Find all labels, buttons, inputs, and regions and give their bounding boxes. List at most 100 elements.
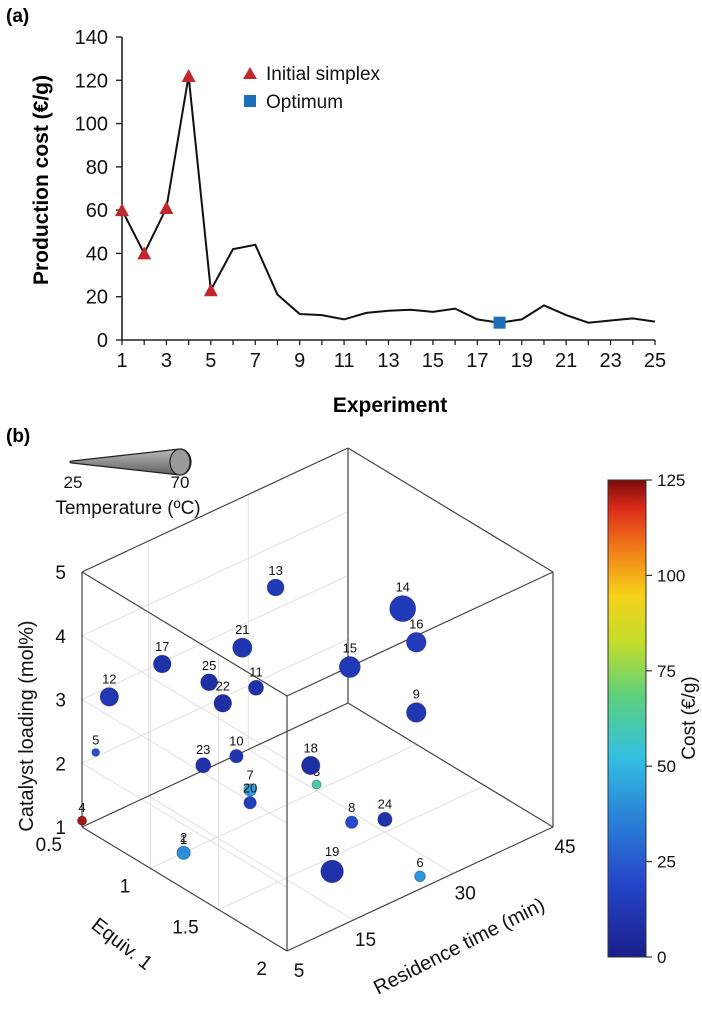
box-edge <box>81 447 349 573</box>
grid-line <box>218 785 485 911</box>
experiment-point-23 <box>195 757 212 774</box>
box-edge <box>81 571 288 697</box>
initial-simplex-marker <box>159 200 174 214</box>
experiment-point-25 <box>200 673 218 692</box>
point-label: 9 <box>413 687 420 702</box>
panel-a-x-axis-title: Experiment <box>333 394 447 417</box>
point-label: 15 <box>343 641 357 656</box>
cost-series-line <box>121 75 656 324</box>
panel-b-x-axis-title: Equiv. 1 <box>87 914 156 975</box>
box-edge <box>286 826 554 952</box>
panel-b-label: (b) <box>6 426 30 447</box>
z-tick-label: 4 <box>55 627 66 648</box>
experiment-point-2 <box>176 845 191 860</box>
grid-line <box>81 635 288 761</box>
experiment-point-21 <box>232 637 253 658</box>
colorbar-title: Cost (€/g) <box>679 676 700 759</box>
experiment-point-13 <box>266 578 285 597</box>
colorbar-gradient <box>607 479 647 958</box>
y-tick-label: 0 <box>97 330 108 352</box>
colorbar-tick-label: 0 <box>657 948 666 967</box>
colorbar-tick-label: 75 <box>657 662 676 681</box>
temperature-max-label: 70 <box>171 473 190 492</box>
colorbar-tick-label: 100 <box>657 566 685 585</box>
x-tick-label: 1 <box>116 350 127 372</box>
point-label: 23 <box>196 742 210 757</box>
x-tick-label: 23 <box>599 350 621 372</box>
experiment-point-10 <box>229 749 244 764</box>
experiment-point-18 <box>301 755 321 776</box>
x-tick-label: 7 <box>250 350 261 372</box>
x-tick-label: 19 <box>511 350 533 372</box>
experiment-point-20 <box>243 796 257 810</box>
grid-line <box>148 795 354 921</box>
grid-line <box>248 749 454 874</box>
x-tick-label: 13 <box>377 350 399 372</box>
temperature-min-label: 25 <box>64 473 83 492</box>
x-tick-label: 15 <box>422 350 444 372</box>
y-tick-label: 40 <box>86 243 108 265</box>
grid-line <box>81 575 349 700</box>
box-edge <box>81 826 288 952</box>
x-tick-label: 17 <box>466 350 488 372</box>
box-edge <box>81 702 349 828</box>
point-label: 10 <box>229 734 243 749</box>
panel-b-points: 1491615133242111188625221072019172312451… <box>77 563 427 884</box>
initial-simplex-marker <box>115 203 129 217</box>
y-tick-label: 140 <box>75 27 108 49</box>
colorbar-tick-label: 25 <box>657 853 676 872</box>
x-tick-label: 11 <box>334 350 355 372</box>
experiment-point-5 <box>91 748 100 757</box>
x-tick-label: 5 <box>205 350 216 372</box>
point-label: 5 <box>92 733 99 748</box>
initial-simplex-marker <box>181 68 196 82</box>
point-label: 16 <box>409 617 423 632</box>
z-tick-label: 5 <box>55 563 66 584</box>
experiment-point-3 <box>311 779 322 790</box>
temperature-cone-end <box>169 448 191 476</box>
point-label: 22 <box>216 679 230 694</box>
point-label: 25 <box>202 658 216 673</box>
legend-initial-simplex-label: Initial simplex <box>266 64 381 85</box>
legend-square-icon <box>244 95 256 107</box>
point-label: 21 <box>235 622 249 637</box>
x-tick-label: 9 <box>294 350 305 372</box>
panel-a-markers <box>115 68 506 329</box>
experiment-point-9 <box>406 702 427 723</box>
point-label: 7 <box>246 768 253 783</box>
panel-a-line <box>121 75 656 324</box>
x-tick-label: 2 <box>256 959 267 980</box>
point-label: 11 <box>249 664 263 679</box>
box-edge <box>347 447 554 573</box>
z-tick-label: 1 <box>55 818 66 839</box>
z-tick-label: 3 <box>55 691 66 712</box>
cost-colorbar: 0 25 50 75 100 125 Cost (€/g) <box>607 471 700 967</box>
x-tick-label: 25 <box>644 350 666 372</box>
legend-optimum-label: Optimum <box>266 92 343 113</box>
y-tick-label: 100 <box>75 114 108 136</box>
y-tick-label: 20 <box>86 287 108 309</box>
experiment-point-22 <box>213 694 233 713</box>
experiment-point-17 <box>152 654 172 674</box>
experiment-point-4 <box>77 815 88 826</box>
point-label: 13 <box>268 563 282 578</box>
x-tick-label: 21 <box>555 350 577 372</box>
optimum-marker <box>493 316 506 329</box>
point-label: 17 <box>155 639 169 654</box>
point-label: 24 <box>378 796 392 811</box>
y-tick-label: 60 <box>86 200 108 222</box>
experiment-point-16 <box>406 632 427 653</box>
temperature-legend-title: Temperature (ºC) <box>55 498 200 519</box>
point-label: 14 <box>395 580 409 595</box>
experiment-point-14 <box>389 595 417 622</box>
temperature-size-legend: 25 70 Temperature (ºC) <box>55 448 201 519</box>
y-tick-label: 120 <box>75 70 108 92</box>
y-tick-label: 15 <box>355 930 376 951</box>
experiment-point-7 <box>243 783 257 797</box>
panel-b-y-axis-title: Residence time (min) <box>370 894 548 999</box>
y-tick-label: 80 <box>86 157 108 179</box>
x-tick-label: 3 <box>161 350 172 372</box>
